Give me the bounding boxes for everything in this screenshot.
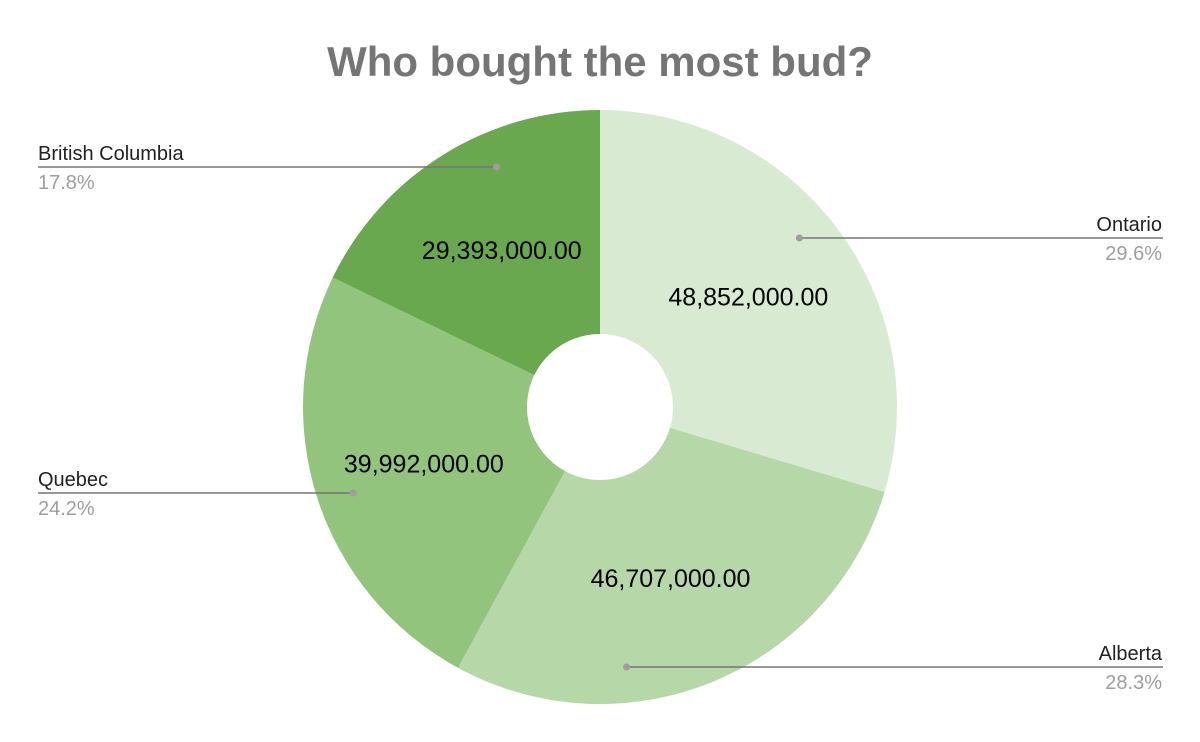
slice-alberta[interactable] <box>457 427 885 704</box>
data-label-ontario: 48,852,000.00 <box>668 283 828 311</box>
legend-name-alberta: Alberta <box>1099 643 1163 665</box>
legend-name-quebec: Quebec <box>38 469 108 491</box>
legend-percent-ontario: 29.6% <box>1105 243 1162 265</box>
data-label-alberta: 46,707,000.00 <box>591 565 751 593</box>
slice-ontario[interactable] <box>600 110 898 492</box>
leader-dot-british-columbia <box>493 163 501 171</box>
legend-percent-quebec: 24.2% <box>38 498 95 520</box>
leader-dot-ontario <box>795 234 803 242</box>
legend-percent-alberta: 28.3% <box>1105 672 1162 694</box>
legend-name-ontario: Ontario <box>1096 214 1162 236</box>
chart-title: Who bought the most bud? <box>327 38 873 85</box>
legend-percent-british-columbia: 17.8% <box>38 172 95 194</box>
leader-dot-quebec <box>349 489 357 497</box>
slice-quebec[interactable] <box>302 277 566 668</box>
slice-british-columbia[interactable] <box>332 110 600 376</box>
data-label-quebec: 39,992,000.00 <box>344 451 504 479</box>
legend-name-british-columbia: British Columbia <box>38 143 184 165</box>
leader-dot-alberta <box>623 663 631 671</box>
data-label-british-columbia: 29,393,000.00 <box>422 237 582 265</box>
